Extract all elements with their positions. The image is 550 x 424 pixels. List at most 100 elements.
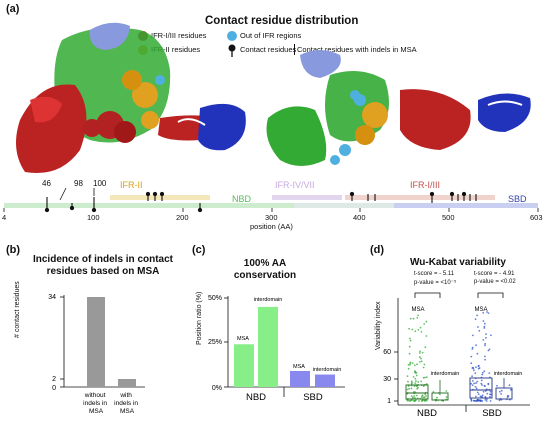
point-d-2-1 [484, 342, 487, 345]
point-d-0-43 [420, 360, 423, 363]
point-d-1-6 [445, 390, 448, 392]
point-d-2-29 [470, 382, 472, 385]
point-d-0-44 [425, 395, 427, 397]
ytick-c-0: 50% [208, 295, 222, 302]
point-d-2-77 [474, 318, 477, 320]
panel-d-label: (d) [370, 244, 385, 256]
point-d-0-95 [420, 331, 423, 333]
panel-b-title: Incidence of indels in contact residues … [18, 254, 188, 278]
bar-c-1 [258, 306, 278, 387]
region-ifr2: IFR-II [120, 180, 143, 190]
xcat-b-1: with indels in MSA [114, 392, 140, 415]
series-d-3: interdomain [494, 371, 523, 377]
point-d-0-30 [412, 317, 415, 320]
barlabel-c-0: MSA [237, 336, 249, 342]
point-d-3-2 [508, 384, 511, 387]
panel-a-label: (a) [6, 3, 20, 15]
point-d-2-35 [490, 334, 492, 337]
point-d-2-93 [472, 334, 474, 337]
point-d-0-37 [425, 335, 428, 337]
point-d-0-64 [408, 345, 411, 348]
point-d-2-98 [490, 393, 492, 396]
xgroup-c-0: NBD [246, 392, 266, 403]
legend-ifr13: IFR-I/III residues [151, 31, 207, 40]
region-sbd: SBD [508, 194, 527, 204]
point-d-0-99 [409, 361, 412, 364]
point-d-0-106 [424, 393, 427, 396]
tick-603: 603 [530, 213, 543, 222]
point-d-1-2 [436, 396, 438, 399]
bar-c-2 [290, 370, 310, 387]
xcat-b-0: without indels in MSA [83, 392, 109, 415]
box-sbd-inter [495, 387, 513, 400]
panel-a-title: Contact residue distribution [205, 15, 359, 27]
point-d-0-53 [420, 357, 422, 360]
tick-500: 500 [442, 213, 455, 222]
point-d-0-98 [409, 363, 411, 366]
barlabel-c-1: interdomain [254, 297, 283, 303]
bar-c-0 [234, 344, 254, 387]
point-d-0-58 [422, 376, 425, 379]
point-d-2-27 [472, 380, 474, 382]
point-d-0-60 [407, 380, 409, 383]
point-d-2-17 [475, 395, 477, 398]
point-d-0-55 [422, 396, 425, 399]
tick-4: 4 [2, 213, 7, 222]
point-d-2-16 [477, 326, 479, 328]
point-d-0-88 [425, 376, 428, 378]
panel-b-title-line1: Incidence of indels in contact [32, 254, 174, 265]
point-d-2-5 [476, 391, 479, 394]
point-d-0-82 [416, 363, 418, 366]
point-d-0-105 [420, 396, 423, 399]
ytick-c-2: 0% [212, 385, 222, 392]
point-d-1-4 [439, 393, 441, 396]
point-d-2-72 [481, 384, 483, 386]
point-d-0-11 [425, 320, 428, 323]
legend-contact: Contact residues [240, 45, 297, 54]
point-d-0-73 [413, 395, 416, 397]
point-d-0-25 [419, 350, 421, 353]
point-d-2-26 [483, 370, 486, 373]
point-d-2-70 [476, 352, 479, 355]
point-d-2-60 [478, 367, 481, 369]
point-d-0-40 [406, 375, 409, 377]
point-d-2-6 [481, 373, 484, 376]
point-d-2-54 [486, 392, 489, 395]
point-d-3-4 [500, 393, 502, 395]
point-d-2-4 [482, 312, 485, 314]
point-d-2-84 [482, 390, 485, 393]
panel-b-title-line2: residues based on MSA [46, 266, 160, 277]
point-d-2-8 [485, 337, 487, 339]
point-d-2-55 [480, 382, 483, 385]
panel-c-label: (c) [192, 244, 206, 256]
point-d-1-1 [432, 391, 435, 393]
out-ifr-legend-dot [227, 31, 237, 41]
point-d-2-101 [472, 367, 475, 370]
point-d-2-75 [471, 346, 474, 349]
point-d-0-61 [415, 394, 418, 397]
point-d-0-107 [414, 370, 416, 373]
point-d-0-102 [416, 317, 419, 319]
point-d-0-112 [411, 381, 413, 384]
point-d-3-5 [500, 389, 503, 392]
point-d-0-75 [407, 399, 410, 402]
point-d-2-56 [483, 325, 486, 328]
point-d-0-0 [417, 381, 420, 383]
point-d-0-89 [422, 366, 425, 369]
point-d-2-105 [484, 355, 486, 358]
point-d-2-64 [484, 344, 486, 347]
point-d-0-9 [415, 374, 418, 377]
point-d-3-8 [496, 384, 498, 387]
point-d-2-76 [486, 311, 488, 313]
point-d-2-83 [481, 371, 484, 374]
point-d-2-95 [487, 349, 490, 352]
point-d-0-67 [408, 387, 411, 390]
point-d-2-99 [470, 400, 473, 402]
point-d-0-15 [411, 362, 414, 364]
tick-200: 200 [176, 213, 189, 222]
point-d-0-117 [408, 327, 410, 330]
ytick-b-0: 34 [48, 294, 56, 301]
ytick-d-2: 1 [387, 398, 391, 405]
point-d-2-79 [483, 322, 486, 325]
